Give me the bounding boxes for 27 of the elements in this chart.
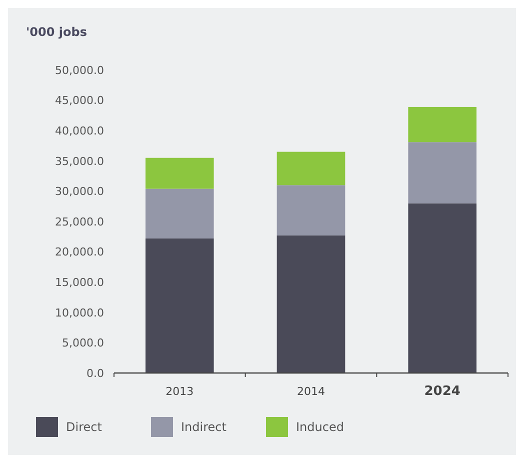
y-tick-label: 25,000.0: [55, 215, 104, 228]
legend-label: Induced: [296, 420, 344, 434]
y-tick-label: 30,000.0: [55, 185, 104, 198]
bar: [408, 106, 476, 142]
bar: [408, 203, 476, 373]
y-tick-label: 20,000.0: [55, 246, 104, 259]
legend-label: Indirect: [181, 420, 227, 434]
y-tick-label: 0.0: [86, 366, 104, 380]
y-tick-label: 10,000.0: [55, 306, 104, 320]
x-tick-label: 2014: [297, 385, 325, 398]
y-tick-label: 50,000.0: [55, 64, 104, 77]
y-tick-label: 45,000.0: [55, 94, 104, 108]
x-tick-label: 2024: [424, 384, 460, 399]
x-tick-label: 2013: [166, 385, 194, 398]
bar: [276, 152, 346, 186]
y-axis-title: '000 jobs: [26, 25, 87, 39]
bar: [146, 188, 214, 238]
bar: [408, 142, 476, 204]
bar: [146, 158, 214, 189]
legend-label: Direct: [66, 420, 102, 434]
bar: [276, 185, 346, 236]
y-tick-label: 5,000.0: [62, 336, 104, 350]
y-tick-label: 40,000.0: [55, 124, 104, 138]
bar: [146, 238, 214, 373]
y-tick-label: 15,000.0: [55, 276, 104, 289]
y-tick-label: 35,000.0: [55, 154, 104, 168]
bar: [276, 235, 346, 373]
